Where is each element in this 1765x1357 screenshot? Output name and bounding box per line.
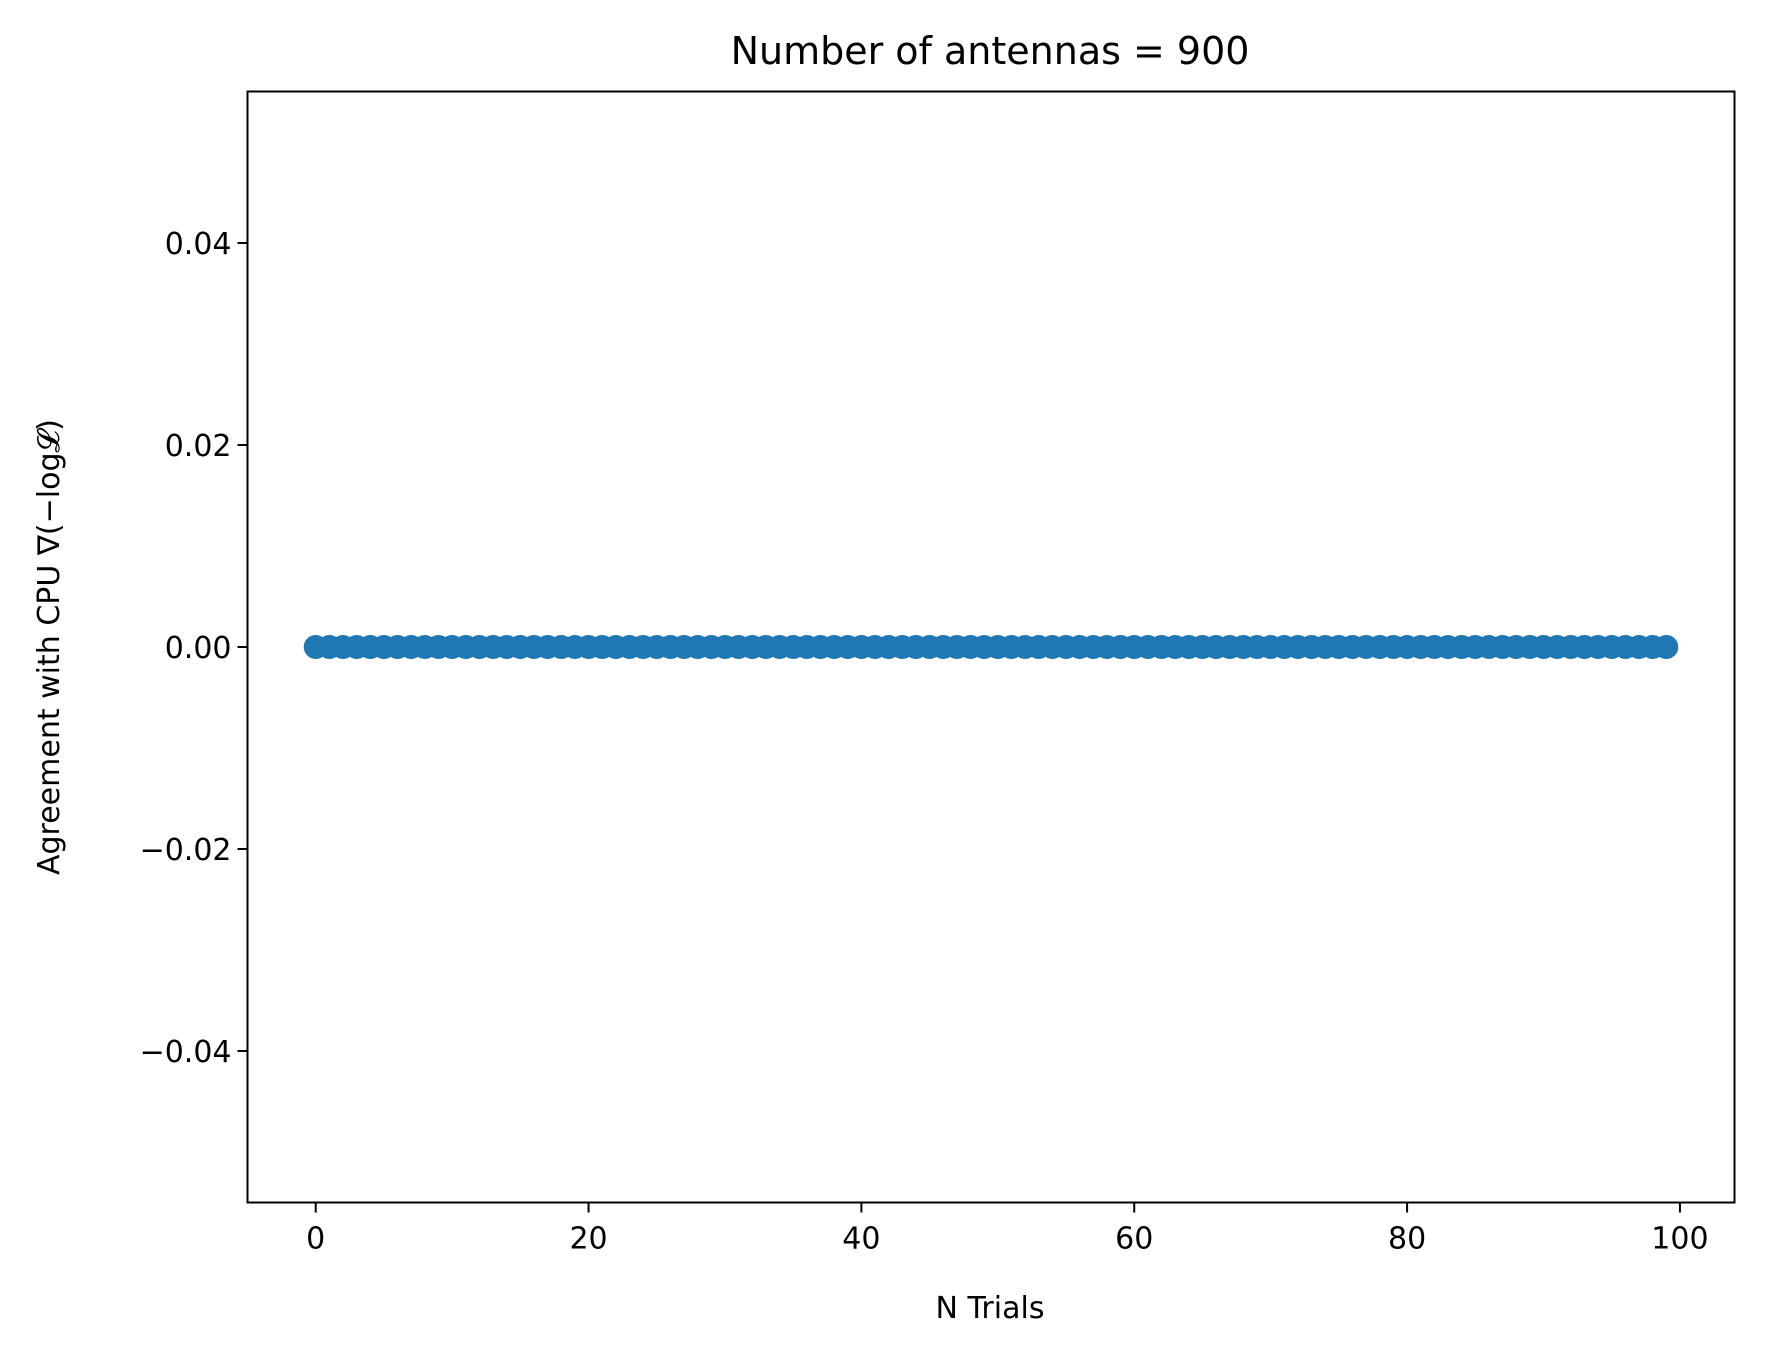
x-tick-label: 0 (306, 1222, 325, 1257)
x-tick-label: 100 (1651, 1222, 1708, 1257)
x-tick-label: 40 (842, 1222, 880, 1257)
y-tick-label: 0.04 (165, 227, 232, 262)
chart-title: Number of antennas = 900 (731, 29, 1250, 73)
y-axis-label: Agreement with CPU ∇(−log𝓛) (32, 419, 67, 875)
data-point (1654, 635, 1678, 659)
x-tick-label: 80 (1388, 1222, 1426, 1257)
y-tick-label: −0.04 (140, 1035, 232, 1070)
x-tick-label: 20 (569, 1222, 607, 1257)
x-axis-label: N Trials (936, 1291, 1045, 1326)
scatter-series (304, 635, 1679, 659)
y-tick-label: 0.00 (165, 631, 232, 666)
y-tick-label: −0.02 (140, 833, 232, 868)
y-tick-label: 0.02 (165, 429, 232, 464)
x-tick-label: 60 (1115, 1222, 1153, 1257)
